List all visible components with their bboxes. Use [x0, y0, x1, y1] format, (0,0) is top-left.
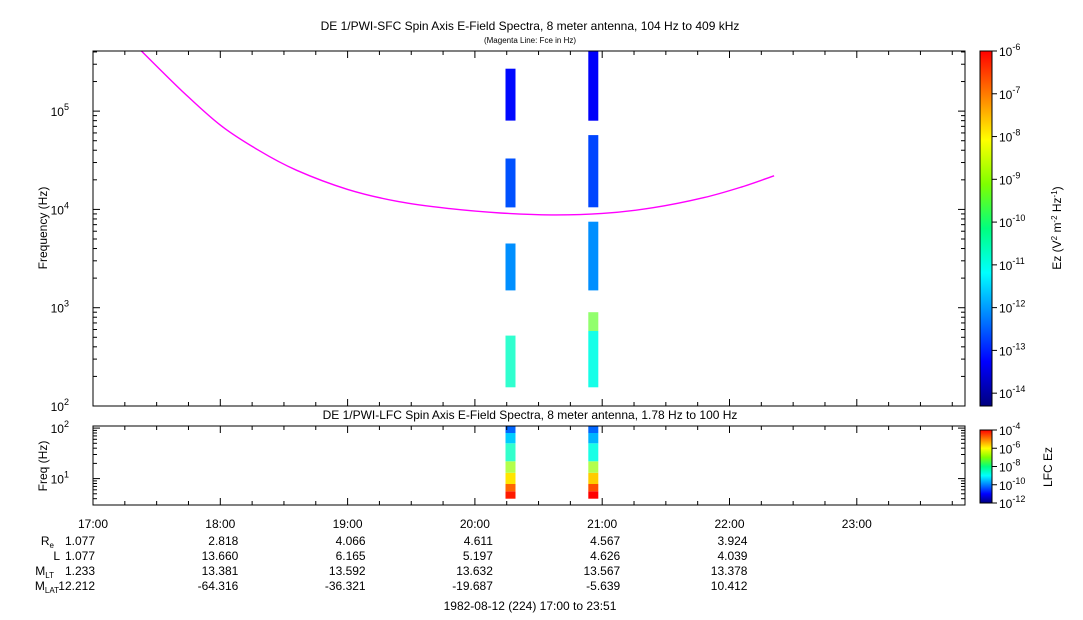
time-range-footer: 1982-08-12 (224) 17:00 to 23:51 [444, 599, 617, 613]
ephemeris-value: 13.378 [711, 564, 748, 578]
sfc-colorbar-label: Ez (V2 m-2 Hz-1) [1050, 186, 1064, 269]
ephemeris-value: 13.567 [583, 564, 620, 578]
ephemeris-value: 4.611 [464, 534, 493, 548]
ephemeris-value: 13.632 [456, 564, 493, 578]
ephemeris-row-label: Re [41, 534, 55, 550]
sfc-subtitle: (Magenta Line: Fce in Hz) [484, 36, 576, 45]
sfc-spectral-block [588, 331, 599, 388]
ephemeris-row-label: L [53, 549, 60, 563]
lfc-spectrogram-panel: 101 102 Freq (Hz) [36, 419, 966, 506]
lfc-spectral-block [588, 443, 599, 462]
sfc-colorbar-tick-label: 10-9 [999, 170, 1020, 187]
ephemeris-value: 2.818 [208, 534, 238, 548]
time-tick-label: 21:00 [587, 517, 617, 531]
sfc-y-tick-label: 103 [51, 299, 69, 316]
lfc-spectral-block [505, 461, 516, 473]
sfc-spectral-block [588, 312, 599, 331]
ephemeris-value: -5.639 [586, 579, 620, 593]
sfc-spectral-block [588, 221, 599, 291]
sfc-colorbar-tick-label: 10-8 [999, 128, 1020, 145]
lfc-spectral-block [505, 443, 516, 462]
lfc-colorbar-tick-label: 10-8 [999, 458, 1020, 475]
sfc-plot-frame [93, 51, 965, 406]
ephemeris-value: 3.924 [717, 534, 747, 548]
sfc-spectral-block [505, 68, 516, 121]
ephemeris-value: 1.233 [65, 564, 95, 578]
lfc-y-tick-label: 102 [51, 419, 69, 436]
lfc-spectral-block [505, 472, 516, 484]
fce-magenta-line [140, 50, 775, 216]
ephemeris-value: 1.077 [65, 549, 95, 563]
lfc-spectral-block [588, 426, 599, 433]
lfc-colorbar-tick-label: 10-6 [999, 439, 1020, 456]
sfc-y-axis-label: Frequency (Hz) [36, 187, 50, 270]
ephemeris-value: 13.660 [202, 549, 239, 563]
time-axis: 17:00 18:00 19:00 20:00 21:00 22:00 23:00 [78, 51, 953, 531]
sfc-colorbar-tick-label: 10-10 [999, 213, 1025, 230]
sfc-colorbar: 10-6 10-7 10-8 10-9 10-10 10-11 10-12 10-13 10-1… [979, 42, 1064, 407]
time-tick-label: 19:00 [333, 517, 363, 531]
lfc-spectral-block [505, 433, 516, 444]
ephemeris-value: 4.567 [590, 534, 620, 548]
sfc-y-tick-label: 104 [51, 200, 69, 217]
lfc-colorbar-label: LFC Ez [1041, 447, 1055, 487]
lfc-spectral-block [588, 472, 599, 484]
ephemeris-row-label: MLT [35, 564, 54, 580]
sfc-colorbar-tick-label: 10-13 [999, 341, 1025, 358]
ephemeris-value: 6.165 [336, 549, 366, 563]
lfc-spectral-block [505, 426, 516, 433]
sfc-spectrogram-panel: 102 103 104 105 Frequency (Hz) [36, 50, 966, 414]
sfc-colorbar-tick-label: 10-6 [999, 42, 1020, 59]
ephemeris-value: 10.412 [711, 579, 748, 593]
sfc-spectral-block [505, 243, 516, 291]
ephemeris-value: 13.592 [329, 564, 366, 578]
ephemeris-value: 4.626 [590, 549, 620, 563]
ephemeris-value: 13.381 [202, 564, 239, 578]
lfc-y-tick-label: 101 [51, 470, 69, 487]
sfc-y-tick-label: 102 [51, 397, 69, 414]
time-tick-label: 22:00 [714, 517, 744, 531]
ephemeris-table: Re 1.077 2.818 4.066 4.611 4.567 3.924 L 1.077 13… [35, 534, 748, 595]
ephemeris-value: -19.687 [452, 579, 493, 593]
ephemeris-value: 1.077 [65, 534, 95, 548]
lfc-spectral-block [505, 491, 516, 499]
sfc-colorbar-tick-label: 10-11 [999, 256, 1025, 273]
time-tick-label: 17:00 [78, 517, 108, 531]
lfc-colorbar-tick-label: 10-10 [999, 476, 1025, 493]
time-tick-label: 18:00 [205, 517, 235, 531]
sfc-colorbar-tick-label: 10-14 [999, 384, 1025, 401]
lfc-spectral-block [588, 491, 599, 499]
ephemeris-value: 5.197 [463, 549, 493, 563]
lfc-spectral-block [588, 433, 599, 444]
sfc-colorbar-tick-label: 10-12 [999, 299, 1025, 316]
lfc-colorbar-tick-label: 10-12 [999, 494, 1025, 511]
sfc-y-tick-label: 105 [51, 102, 69, 119]
lfc-spectral-block [505, 484, 516, 492]
sfc-spectral-block [505, 335, 516, 388]
ephemeris-value: 4.066 [336, 534, 366, 548]
sfc-title: DE 1/PWI-SFC Spin Axis E-Field Spectra, … [321, 19, 740, 33]
ephemeris-value: 4.039 [717, 549, 747, 563]
sfc-spectral-block [588, 51, 599, 121]
lfc-plot-frame [93, 426, 965, 505]
ephemeris-row-label: MLAT [35, 579, 59, 595]
lfc-colorbar-tick-label: 10-4 [999, 421, 1020, 438]
lfc-title: DE 1/PWI-LFC Spin Axis E-Field Spectra, … [323, 408, 738, 422]
time-tick-label: 23:00 [842, 517, 872, 531]
sfc-colorbar-tick-label: 10-7 [999, 85, 1020, 102]
lfc-spectral-block [588, 461, 599, 473]
ephemeris-value: 12.212 [58, 579, 95, 593]
lfc-y-axis-label: Freq (Hz) [36, 441, 50, 492]
time-tick-label: 20:00 [460, 517, 490, 531]
sfc-spectral-block [588, 135, 599, 208]
lfc-spectral-block [588, 484, 599, 492]
sfc-spectral-block [505, 158, 516, 208]
ephemeris-value: -36.321 [325, 579, 366, 593]
ephemeris-value: -64.316 [198, 579, 239, 593]
